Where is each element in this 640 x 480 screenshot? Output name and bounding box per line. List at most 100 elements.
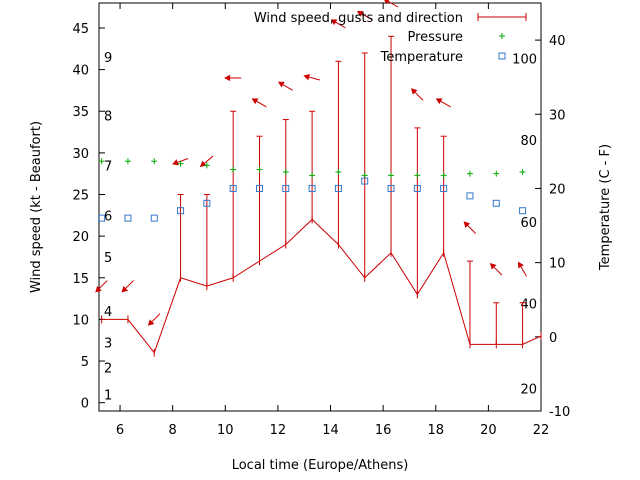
x-tick-label: 10	[217, 423, 234, 438]
temperature-point	[282, 184, 290, 192]
plot-border	[98, 2, 542, 412]
y2-tick-label: 10	[549, 257, 566, 272]
x-tick-label: 14	[322, 423, 339, 438]
y2-tick-label: 40	[549, 34, 566, 49]
beaufort-label: 2	[104, 362, 112, 377]
wind-direction-head	[410, 88, 418, 95]
y-tick-label: 0	[81, 397, 89, 412]
temperature-point	[361, 177, 369, 185]
y2-tick-label: 20	[549, 182, 566, 197]
pressure-point	[440, 172, 447, 179]
wind-direction-head	[356, 10, 364, 17]
legend-pressure-label: Pressure	[407, 30, 463, 45]
legend-wind-label: Wind speed, gusts and direction	[254, 11, 463, 26]
beaufort-label: 1	[104, 388, 112, 403]
y-tick-label: 45	[72, 22, 89, 37]
temperature-point	[98, 214, 106, 222]
series-layer	[95, 0, 542, 357]
pressure-point	[519, 169, 526, 176]
wind-direction-head	[303, 74, 310, 81]
beaufort-label: 3	[104, 337, 112, 352]
fahrenheit-label: 80	[520, 134, 537, 149]
wind-direction-arrow	[410, 88, 424, 101]
wind-direction-head	[384, 0, 390, 5]
wind-direction-head	[435, 98, 443, 105]
plot-frame	[98, 2, 542, 412]
y-tick-label: 10	[72, 313, 89, 328]
wind-direction-arrow	[95, 280, 108, 293]
temperature-point	[124, 214, 132, 222]
wind-direction-arrow	[251, 98, 267, 108]
y-tick-label: 25	[72, 189, 89, 204]
legend: Wind speed, gusts and direction Pressure…	[254, 11, 527, 65]
temperature-point	[177, 207, 185, 215]
wind-direction-arrow	[277, 81, 293, 91]
pressure-point	[256, 166, 263, 173]
beaufort-label: 7	[104, 159, 112, 174]
pressure-point	[493, 170, 500, 177]
wind-direction-head	[224, 74, 231, 82]
wind-direction-head	[489, 263, 497, 270]
wind-direction-arrow	[121, 280, 134, 293]
pressure-point	[388, 172, 395, 179]
legend-temperature-sample	[498, 52, 506, 60]
temperature-point	[440, 184, 448, 192]
temperature-point	[150, 214, 158, 222]
wind-direction-head	[121, 286, 129, 293]
x-tick-label: 12	[270, 423, 287, 438]
legend-temperature-label: Temperature	[380, 50, 463, 65]
wind-direction-head	[251, 98, 259, 105]
pressure-point	[335, 169, 342, 176]
pressure-point	[151, 158, 158, 165]
wind-direction-arrow	[463, 221, 476, 234]
wind-direction-head	[518, 261, 524, 269]
wind-direction-arrow	[224, 74, 242, 82]
temperature-point	[308, 184, 316, 192]
y2-tick-label: 0	[549, 331, 557, 346]
wind-direction-arrow	[147, 313, 161, 326]
beaufort-label: 8	[104, 109, 112, 124]
pressure-point	[98, 158, 105, 165]
y-tick-label: 30	[72, 147, 89, 162]
beaufort-label: 6	[104, 209, 112, 224]
x-tick-label: 16	[375, 423, 392, 438]
temperature-point	[519, 207, 527, 215]
wind-direction-head	[147, 319, 155, 326]
pressure-point	[414, 172, 421, 179]
x-tick-label: 6	[116, 423, 124, 438]
wind-direction-head	[330, 19, 338, 26]
pressure-point	[230, 166, 237, 173]
x-tick-label: 8	[169, 423, 177, 438]
temperature-point	[492, 199, 500, 207]
temperature-point	[334, 184, 342, 192]
wind-direction-arrow	[330, 19, 346, 29]
y-tick-label: 20	[72, 230, 89, 245]
fahrenheit-label: 100	[512, 53, 537, 68]
pressure-point	[203, 162, 210, 169]
temperature-point	[413, 184, 421, 192]
y-tick-label: 5	[81, 355, 89, 370]
y2-axis-label: Temperature (C - F)	[598, 144, 613, 271]
x-tick-label: 20	[480, 423, 497, 438]
fahrenheit-label: 60	[520, 216, 537, 231]
pressure-point	[177, 160, 184, 167]
temperature-point	[466, 192, 474, 200]
y-axis-label: Wind speed (kt - Beaufort)	[29, 121, 44, 293]
wind-direction-head	[172, 159, 179, 166]
temperature-point	[203, 199, 211, 207]
wind-direction-arrow	[303, 74, 320, 81]
x-tick-label: 22	[533, 423, 550, 438]
wind-speed-line	[101, 218, 542, 354]
beaufort-label: 4	[104, 305, 112, 320]
beaufort-label: 5	[104, 251, 112, 266]
y-tick-label: 15	[72, 272, 89, 287]
wind-direction-head	[463, 221, 471, 228]
pressure-point	[282, 169, 289, 176]
pressure-point	[466, 170, 473, 177]
y-tick-label: 35	[72, 105, 89, 120]
temperature-point	[387, 184, 395, 192]
pressure-point	[124, 158, 131, 165]
axis-ticks: 6 8 10 12 14 16 18 20 22051015202530354045-10010…	[72, 3, 570, 438]
wind-direction-arrow	[356, 10, 372, 20]
